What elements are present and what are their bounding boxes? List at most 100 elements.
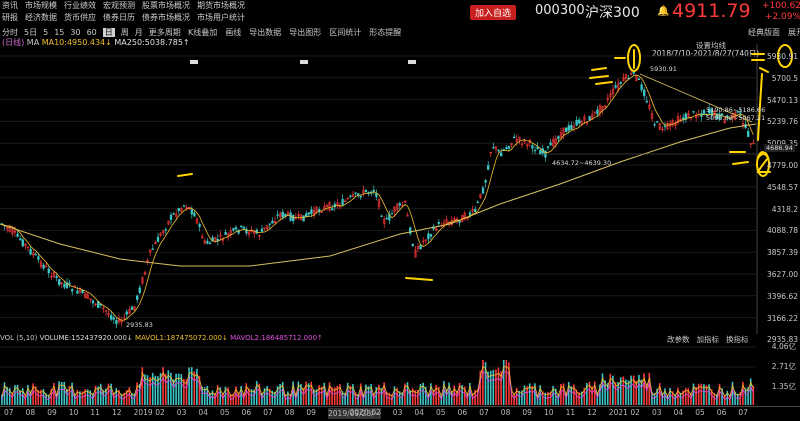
annotation-current: 4686.94 (764, 144, 795, 152)
candle (73, 285, 76, 287)
candle (661, 128, 664, 131)
volume-bar (144, 374, 146, 405)
candle (435, 228, 438, 231)
volume-bar (456, 390, 458, 405)
menu-item[interactable]: 宏观预测 (103, 1, 135, 10)
menu-item[interactable]: 行业绩效 (64, 1, 96, 10)
switch-indicator-button[interactable]: 换指标 (726, 335, 749, 344)
menu-item[interactable]: 研报 (2, 13, 18, 22)
volume-bar (27, 385, 29, 405)
volume-bar (635, 380, 638, 405)
candle (253, 231, 256, 234)
candle (609, 93, 612, 98)
period-tab[interactable]: 30 (70, 28, 81, 37)
y-axis-label: 4088.78 (766, 226, 798, 236)
volume-bar (677, 387, 679, 405)
candle (268, 223, 271, 225)
volume-bar (604, 380, 606, 405)
bell-icon[interactable]: 🔔 (657, 6, 670, 17)
volume-bar (560, 383, 562, 405)
volume-bar (419, 383, 422, 405)
candle (396, 203, 399, 210)
candle (26, 246, 30, 249)
add-indicator-button[interactable]: 加指标 (696, 335, 720, 344)
menu-item[interactable]: 经济数据 (25, 13, 57, 22)
candle (468, 212, 472, 216)
candle (227, 233, 230, 237)
volume-bar (209, 392, 211, 405)
add-watchlist-button[interactable]: 加入自选 (470, 5, 517, 20)
stock-code: 000300 (535, 3, 585, 18)
period-tab[interactable]: 分时 (2, 28, 18, 37)
tool-button[interactable]: 画线 (225, 28, 242, 37)
volume-bar (29, 391, 32, 405)
candle (310, 209, 313, 215)
candle (86, 293, 89, 299)
volume-bar (84, 389, 86, 405)
volume-bar (625, 379, 627, 405)
volume-chart[interactable] (0, 343, 800, 407)
volume-bar (58, 381, 60, 405)
period-tab[interactable]: 更多周期 (148, 28, 181, 37)
volume-bar (219, 387, 222, 405)
candle (487, 165, 490, 170)
period-tab[interactable]: 月 (134, 28, 143, 37)
period-tab[interactable]: 60 (86, 28, 97, 37)
volume-bar (297, 381, 300, 405)
y-axis-label: 5700.5 (771, 73, 798, 83)
menu-item[interactable]: 期货市场概况 (197, 1, 245, 10)
candle (416, 246, 420, 250)
volume-bar (323, 382, 326, 405)
period-tab[interactable]: 周 (120, 28, 129, 37)
candle (112, 317, 115, 320)
candle (500, 152, 503, 157)
menu-item[interactable]: 市场规模 (25, 1, 57, 10)
tool-button[interactable]: 形态提醒 (369, 28, 402, 37)
period-tab-active[interactable]: 日 (102, 28, 115, 37)
volume-bar (32, 383, 34, 405)
volume-bar (586, 383, 588, 405)
ma250-value: MA250:5038.785↑ (114, 38, 190, 47)
candle (409, 227, 412, 234)
period-tab[interactable]: 5 (43, 28, 49, 37)
menu-item[interactable]: 市场用户统计 (197, 13, 245, 22)
volume-bar (742, 381, 744, 405)
menu-item[interactable]: 债券日历 (103, 13, 135, 22)
volume-bar (16, 384, 19, 405)
change-value: +100.62 (762, 1, 800, 11)
menu-item[interactable]: 资讯 (2, 1, 18, 10)
settings-ma-link[interactable]: 设置均线 (696, 41, 726, 50)
menu-item[interactable]: 债券市场概况 (142, 13, 190, 22)
menu-item[interactable]: 货币供应 (64, 13, 96, 22)
volume-bar (175, 373, 177, 405)
period-tab[interactable]: 5日 (24, 28, 38, 37)
candle (320, 211, 323, 213)
classic-layout-link[interactable]: 经典版面 (748, 28, 780, 37)
period-tab[interactable]: 15 (54, 28, 65, 37)
candle (260, 228, 264, 232)
menu-item[interactable]: 股票市场概况 (142, 1, 190, 10)
tool-button[interactable]: 区间统计 (329, 28, 362, 37)
tool-button[interactable]: K线叠加 (188, 28, 218, 37)
y-axis-label: 3396.62 (766, 291, 798, 301)
volume-bar (495, 369, 497, 405)
change-params-button[interactable]: 改参数 (667, 335, 690, 344)
candle (593, 111, 596, 113)
volume-bar (515, 387, 518, 405)
volume-bar (331, 387, 333, 405)
candle (505, 147, 508, 150)
expand-link[interactable]: 展开 (788, 28, 800, 37)
tool-button[interactable]: 导出数据 (249, 28, 282, 37)
volume-bar (336, 385, 339, 405)
candle (185, 207, 188, 209)
candlesticks (0, 69, 755, 329)
volume-bar (627, 380, 630, 405)
candle (325, 204, 329, 207)
candle (136, 295, 139, 300)
tool-button[interactable]: 导出图形 (289, 28, 322, 37)
candle (549, 142, 552, 146)
volume-bar (651, 391, 653, 405)
price-chart[interactable] (0, 44, 800, 334)
x-axis-label: 07 (4, 408, 14, 417)
volume-bar (128, 387, 131, 405)
